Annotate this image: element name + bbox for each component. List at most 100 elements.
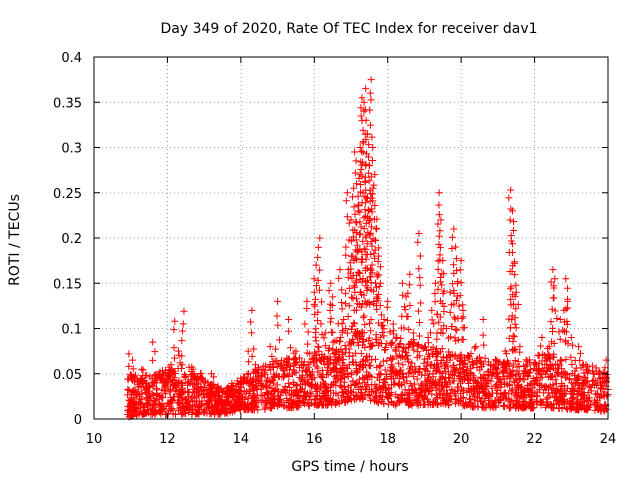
roti-point xyxy=(436,227,444,235)
roti-point xyxy=(362,234,370,242)
roti-point xyxy=(267,390,275,398)
roti-point xyxy=(215,388,223,396)
roti-point xyxy=(405,369,413,377)
roti-point xyxy=(323,398,331,406)
roti-point xyxy=(440,270,448,278)
roti-point xyxy=(564,320,572,328)
roti-point xyxy=(367,315,375,323)
roti-point xyxy=(229,386,237,394)
roti-point xyxy=(427,329,435,337)
roti-point xyxy=(551,376,559,384)
roti-point xyxy=(310,400,318,408)
roti-point xyxy=(328,328,336,336)
roti-point xyxy=(552,366,560,374)
roti-point xyxy=(558,379,566,387)
roti-point xyxy=(305,363,313,371)
roti-point xyxy=(237,404,245,412)
roti-point xyxy=(458,335,466,343)
roti-point xyxy=(558,357,566,365)
roti-point xyxy=(273,371,281,379)
roti-point xyxy=(405,281,413,289)
roti-point xyxy=(482,380,490,388)
roti-point xyxy=(507,285,515,293)
roti-point xyxy=(348,275,356,283)
roti-point xyxy=(404,358,412,366)
roti-point xyxy=(195,391,203,399)
roti-point xyxy=(153,386,161,394)
roti-point xyxy=(349,352,357,360)
roti-point xyxy=(548,404,556,412)
roti-point xyxy=(317,320,325,328)
roti-point xyxy=(357,303,365,311)
roti-point xyxy=(336,266,344,274)
roti-point xyxy=(319,378,327,386)
roti-point xyxy=(439,369,447,377)
roti-point xyxy=(285,372,293,380)
roti-point xyxy=(352,254,360,262)
roti-point xyxy=(306,350,314,358)
roti-point xyxy=(580,369,588,377)
roti-point xyxy=(329,366,337,374)
roti-point xyxy=(445,348,453,356)
roti-point xyxy=(372,224,380,232)
roti-point xyxy=(480,399,488,407)
roti-point xyxy=(357,223,365,231)
roti-point xyxy=(332,346,340,354)
roti-point xyxy=(451,388,459,396)
roti-point xyxy=(449,261,457,269)
roti-point xyxy=(386,328,394,336)
roti-point xyxy=(516,348,524,356)
roti-point xyxy=(369,144,377,152)
roti-point xyxy=(465,380,473,388)
roti-point xyxy=(359,314,367,322)
roti-point xyxy=(599,391,607,399)
roti-point xyxy=(582,361,590,369)
roti-point xyxy=(435,318,443,326)
roti-point xyxy=(375,383,383,391)
roti-point xyxy=(365,169,373,177)
roti-point xyxy=(325,287,333,295)
roti-point xyxy=(174,407,182,415)
roti-point xyxy=(512,399,520,407)
roti-point xyxy=(373,215,381,223)
roti-point xyxy=(344,273,352,281)
roti-point xyxy=(394,359,402,367)
roti-point xyxy=(567,353,575,361)
roti-point xyxy=(379,388,387,396)
roti-point xyxy=(204,379,212,387)
roti-point xyxy=(418,381,426,389)
roti-point xyxy=(239,378,247,386)
roti-point xyxy=(536,380,544,388)
roti-point xyxy=(564,340,572,348)
roti-point xyxy=(304,340,312,348)
roti-point xyxy=(486,403,494,411)
roti-point xyxy=(351,148,359,156)
roti-point xyxy=(550,340,558,348)
roti-point xyxy=(560,399,568,407)
roti-point xyxy=(333,368,341,376)
roti-point xyxy=(366,215,374,223)
roti-point xyxy=(446,356,454,364)
roti-point xyxy=(491,356,499,364)
roti-point xyxy=(304,399,312,407)
roti-point xyxy=(591,377,599,385)
roti-point xyxy=(512,281,520,289)
roti-point xyxy=(143,379,151,387)
roti-point xyxy=(375,376,383,384)
roti-point xyxy=(361,343,369,351)
roti-point xyxy=(522,356,530,364)
roti-point xyxy=(200,383,208,391)
roti-point xyxy=(377,333,385,341)
roti-point xyxy=(463,363,471,371)
roti-point xyxy=(385,394,393,402)
roti-point xyxy=(373,225,381,233)
roti-point xyxy=(597,407,605,415)
roti-point xyxy=(307,382,315,390)
roti-point xyxy=(269,364,277,372)
roti-point xyxy=(178,380,186,388)
roti-point xyxy=(360,98,368,106)
roti-point xyxy=(408,387,416,395)
roti-point xyxy=(457,351,465,359)
x-tick-label: 10 xyxy=(86,432,103,447)
roti-point xyxy=(519,388,527,396)
